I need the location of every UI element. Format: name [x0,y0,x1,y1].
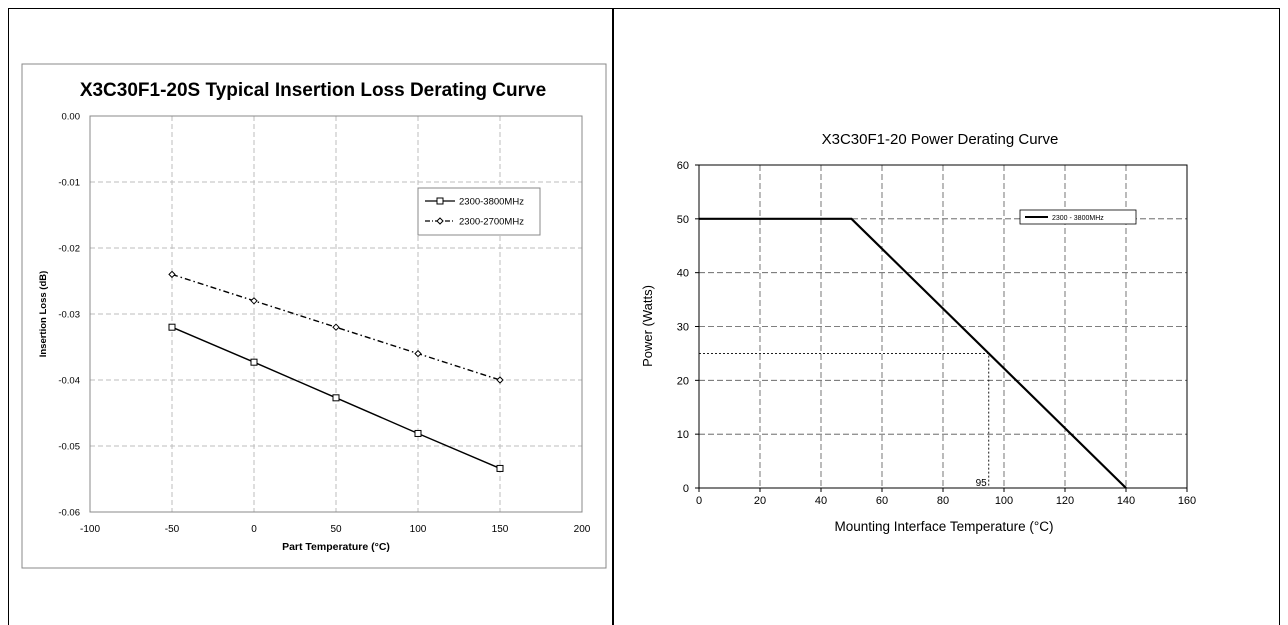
chart1-point-diamond [250,297,258,305]
chart1-x-tick-label: -100 [80,524,100,535]
page-frame [8,8,1280,625]
chart1-legend-marker-1 [436,197,444,205]
chart1-y-axis-label: Insertion Loss (dB) [38,271,49,358]
chart1-x-ticks: -100 -50 0 50 100 150 200 [80,524,591,535]
chart1-point-square [332,394,340,402]
chart1-title: X3C30F1-20S Typical Insertion Loss Derat… [80,80,546,101]
chart1-y-tick-label: 0.00 [62,112,81,123]
chart1-y-tick-label: -0.02 [58,244,80,255]
chart1-y-tick-label: -0.04 [58,376,80,387]
chart1-point-square [414,429,422,437]
chart1-y-ticks: 0.00 -0.01 -0.02 -0.03 -0.04 -0.05 -0.06 [58,112,80,519]
chart1-x-axis-label: Part Temperature (°C) [282,541,390,553]
chart1-point-diamond [414,349,422,358]
chart1-point-diamond [496,376,504,384]
chart1-border [21,63,607,569]
chart1-point-square [496,464,504,472]
chart1-y-tick-label: -0.01 [58,178,80,189]
chart1-x-tick-label: 0 [251,524,257,535]
chart1-point-diamond [332,323,340,331]
chart1-x-tick-label: 150 [492,524,509,535]
panel-divider [612,8,614,625]
chart1-legend: 2300-3800MHz 2300-2700MHz [417,187,541,236]
chart1-point-square [168,323,176,331]
chart1-legend-box [417,187,541,236]
chart1-y-tick-label: -0.05 [58,442,80,453]
chart1-legend-marker-2 [436,217,444,225]
chart1-legend-label-2: 2300-2700MHz [459,217,524,228]
chart1-y-tick-label: -0.03 [58,310,80,321]
chart1-x-tick-label: 50 [330,524,342,535]
chart1-point-square [250,358,258,366]
chart1-plot-area [89,115,583,513]
chart1-x-tick-label: 200 [574,524,591,535]
chart1-series [168,270,504,472]
chart1-legend-label-1: 2300-3800MHz [459,197,524,208]
chart1-x-tick-label: 100 [410,524,427,535]
chart1-point-diamond [168,270,176,279]
chart1-x-tick-label: -50 [165,524,180,535]
chart1-y-tick-label: -0.06 [58,508,80,519]
